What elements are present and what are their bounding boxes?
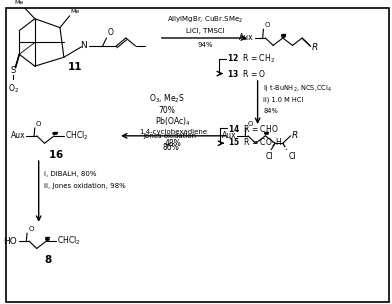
Text: $\mathbf{8}$: $\mathbf{8}$ <box>44 253 53 265</box>
Text: O$_3$, Me$_2$S: O$_3$, Me$_2$S <box>149 92 185 105</box>
Text: CHCl$_2$: CHCl$_2$ <box>57 235 81 247</box>
Text: LiCl, TMSCl: LiCl, TMSCl <box>186 28 225 33</box>
Text: CHCl$_2$: CHCl$_2$ <box>65 130 89 142</box>
Text: O$_2$: O$_2$ <box>8 82 19 95</box>
Text: Aux: Aux <box>11 131 25 140</box>
Text: Aux: Aux <box>239 33 254 43</box>
Text: 70%: 70% <box>158 106 175 115</box>
Text: Pb(OAc)$_4$: Pb(OAc)$_4$ <box>155 116 191 128</box>
Text: $\mathbf{12}$  R = CH$_2$: $\mathbf{12}$ R = CH$_2$ <box>227 53 275 65</box>
Text: O: O <box>247 121 252 127</box>
Text: ii, Jones oxidation, 98%: ii, Jones oxidation, 98% <box>45 183 126 189</box>
Text: i) t-BuNH$_2$, NCS,CCl$_4$: i) t-BuNH$_2$, NCS,CCl$_4$ <box>263 83 332 93</box>
Text: HO: HO <box>4 237 17 246</box>
Text: R: R <box>312 43 318 52</box>
Text: Cl: Cl <box>265 152 273 161</box>
Text: 48%: 48% <box>165 139 181 148</box>
Text: Aux: Aux <box>222 131 236 140</box>
Text: 1,4-cyclohexadiene: 1,4-cyclohexadiene <box>139 129 207 135</box>
Text: $\mathbf{16}$: $\mathbf{16}$ <box>48 148 64 160</box>
Text: i, DIBALH, 80%: i, DIBALH, 80% <box>45 171 97 177</box>
Text: N: N <box>80 41 87 50</box>
Text: O: O <box>108 27 114 36</box>
Text: $\mathbf{13}$  R = O: $\mathbf{13}$ R = O <box>227 68 266 79</box>
Text: O: O <box>28 226 34 232</box>
Text: R: R <box>292 131 298 140</box>
Text: $\mathbf{15}$  R = CO$_2$H: $\mathbf{15}$ R = CO$_2$H <box>228 137 282 150</box>
Text: 94%: 94% <box>198 42 213 48</box>
Text: 84%: 84% <box>263 108 278 114</box>
Text: $\mathbf{14}$  R = CHO: $\mathbf{14}$ R = CHO <box>228 123 278 134</box>
Text: Me: Me <box>15 0 24 5</box>
Text: Me: Me <box>71 9 80 14</box>
Text: O: O <box>36 121 41 127</box>
Text: 11: 11 <box>68 62 83 72</box>
Text: 86%: 86% <box>162 143 179 152</box>
Text: O: O <box>265 22 270 28</box>
Text: AllylMgBr, CuBr.SMe$_2$: AllylMgBr, CuBr.SMe$_2$ <box>167 15 243 25</box>
Text: ii) 1.0 M HCl: ii) 1.0 M HCl <box>263 96 304 103</box>
Text: Jones oxidation: Jones oxidation <box>144 133 197 139</box>
Text: S: S <box>11 66 16 75</box>
Text: Cl: Cl <box>289 152 296 161</box>
